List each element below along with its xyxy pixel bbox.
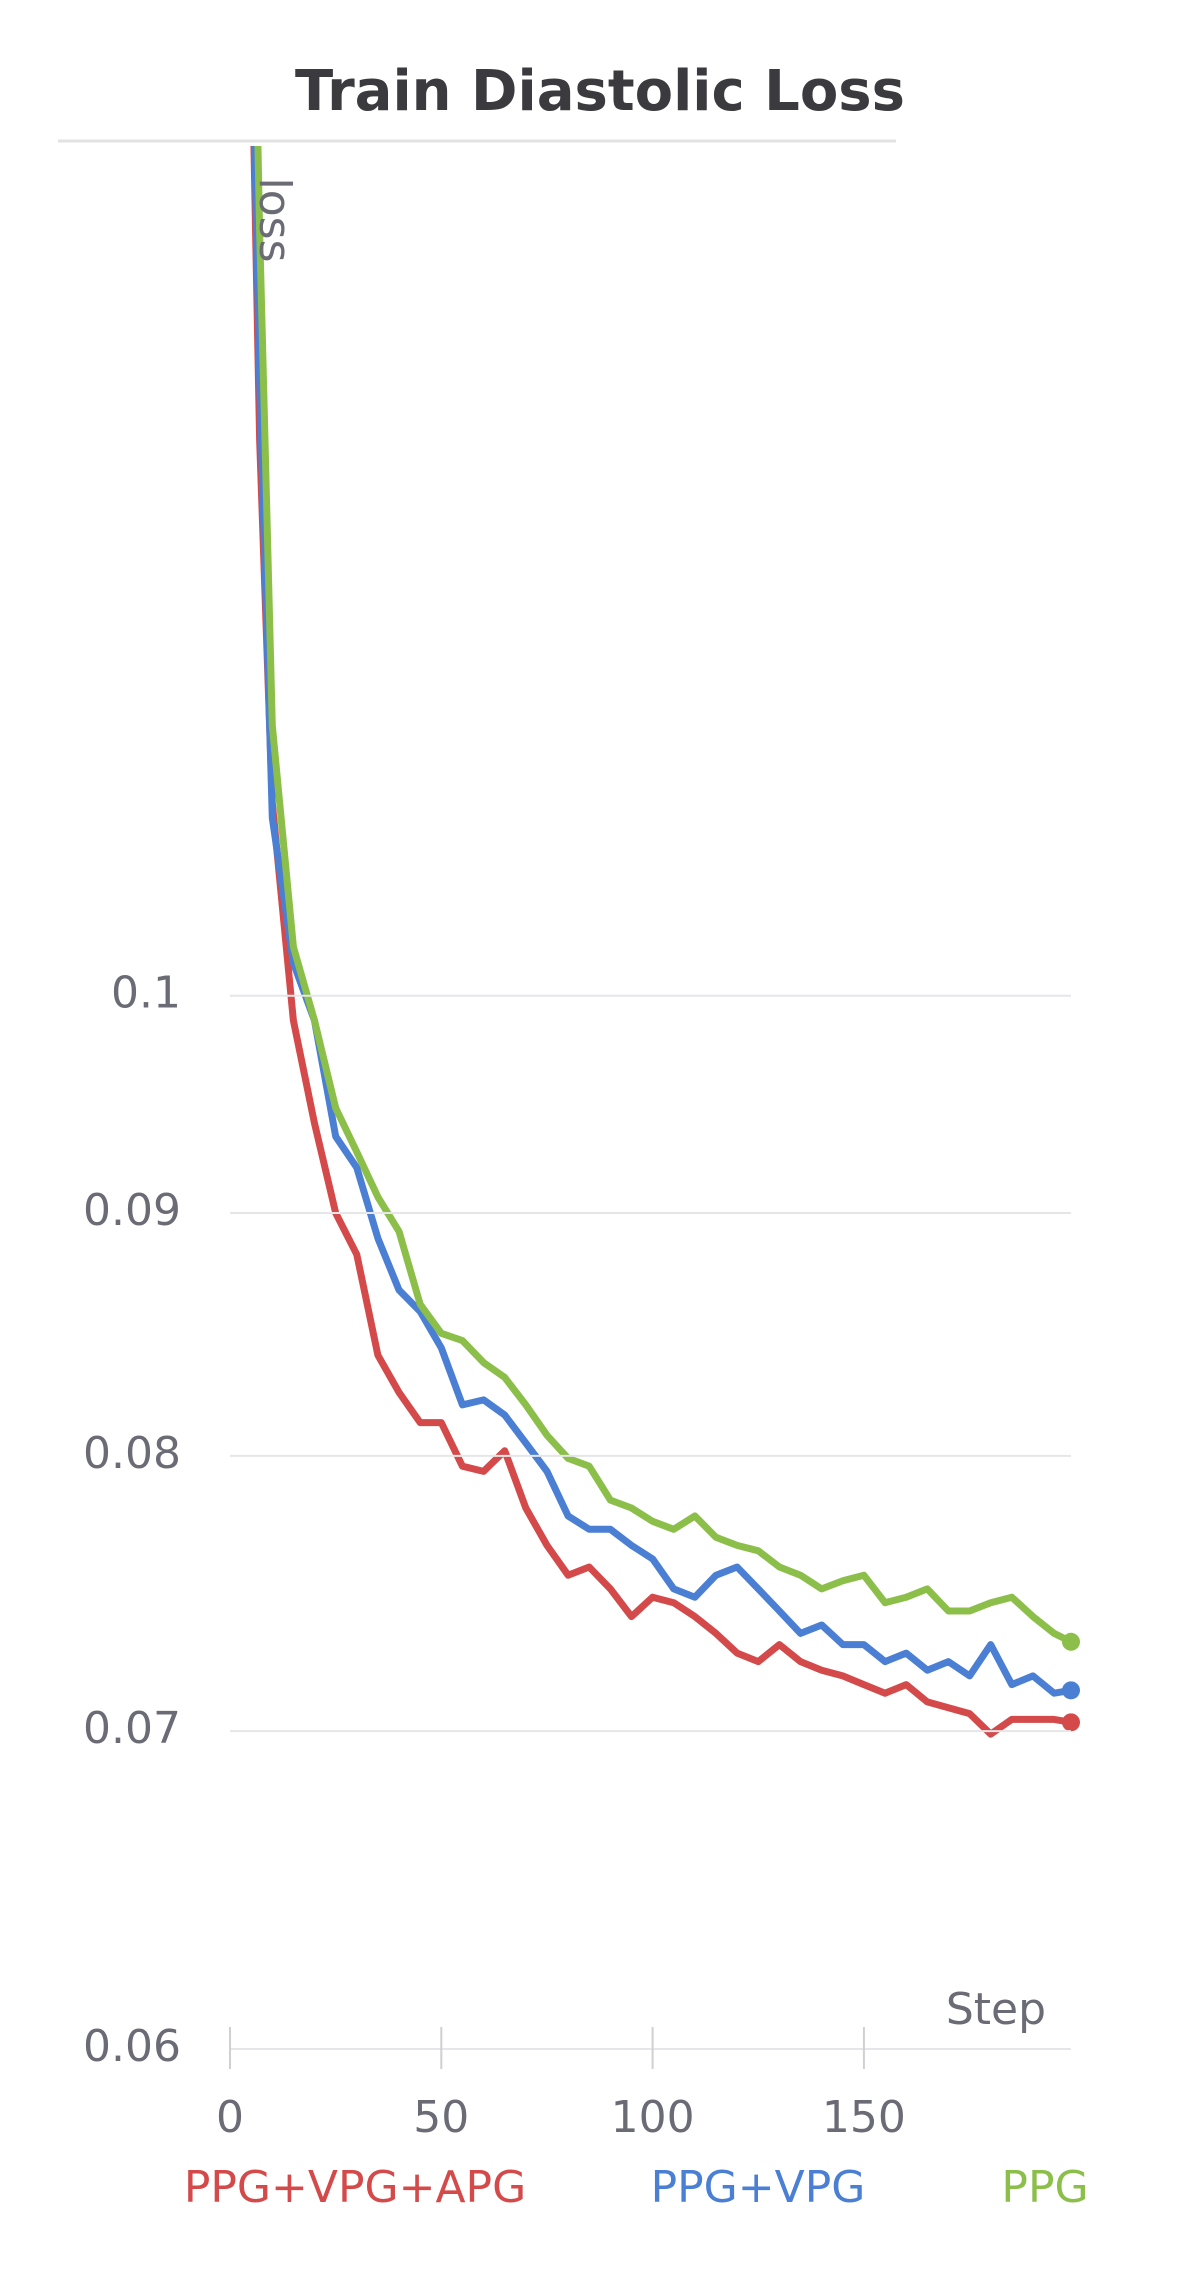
y-tick-label: 0.06 <box>83 2021 181 2072</box>
y-axis-label: loss <box>249 178 300 263</box>
y-tick-label: 0.09 <box>83 1185 181 1236</box>
legend-entry: PPG+VPG <box>651 2162 866 2213</box>
x-tick-label: 0 <box>216 2092 244 2143</box>
y-tick-label: 0.07 <box>83 1703 181 1754</box>
end-dot <box>1062 1713 1080 1732</box>
x-tick-label: 100 <box>611 2092 695 2143</box>
legend-entry: PPG+VPG+APG <box>184 2162 526 2213</box>
plot-area <box>250 146 1080 1738</box>
chart-title: Train Diastolic Loss <box>295 59 905 124</box>
x-axis-label: Step <box>946 1984 1046 2035</box>
x-tick-label: 150 <box>822 2092 906 2143</box>
legend-entry: PPG <box>1001 2162 1088 2213</box>
y-tick-label: 0.08 <box>83 1428 181 1479</box>
series-line <box>254 146 1073 1645</box>
y-tick-label: 0.1 <box>111 968 181 1019</box>
x-tick-label: 50 <box>413 2092 469 2143</box>
series-line <box>251 146 1072 1697</box>
end-dot <box>1062 1632 1080 1651</box>
series-line <box>250 146 1072 1738</box>
end-dot <box>1062 1681 1080 1700</box>
